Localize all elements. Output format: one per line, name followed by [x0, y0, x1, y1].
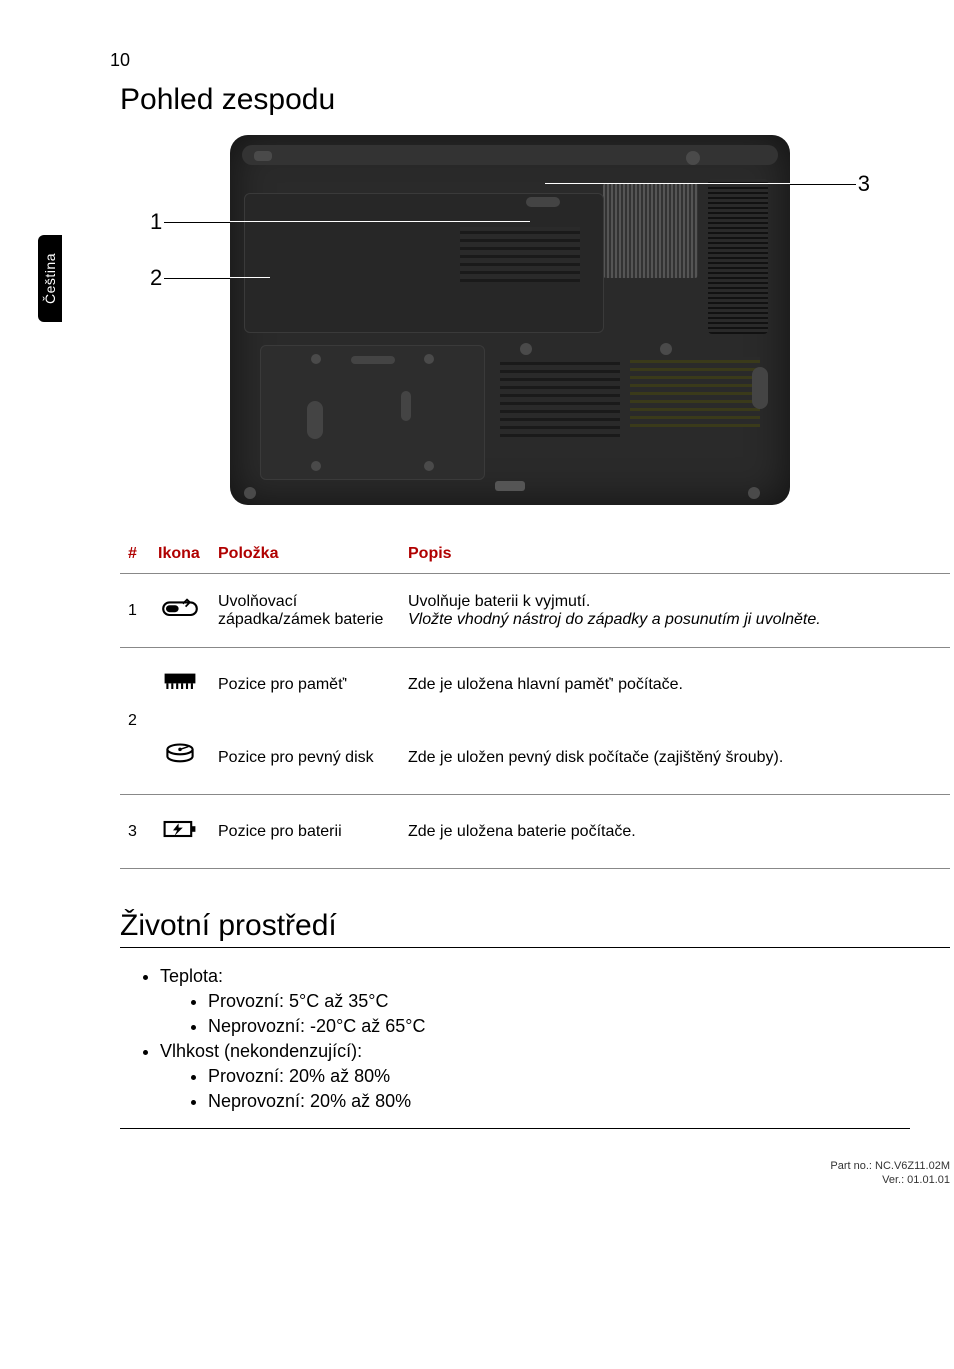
env-hum-nonop: Neprovozní: 20% až 80% — [208, 1091, 910, 1112]
heading-bottom-view: Pohled zespodu — [120, 83, 894, 117]
table-row: 1 Uvolňovací západka/zámek baterie Uvolň… — [120, 574, 950, 648]
th-item: Položka — [210, 535, 400, 574]
table-row: Pozice pro pevný disk Zde je uložen pevn… — [120, 721, 950, 795]
battery-icon — [150, 795, 210, 869]
row-desc: Zde je uložena hlavní paměť' počítače. — [400, 648, 950, 722]
heading-environment: Životní prostředí — [120, 909, 950, 948]
language-tab: Čeština — [38, 235, 62, 322]
th-num: # — [120, 535, 150, 574]
env-hum: Vlhkost (nekondenzující): Provozní: 20% … — [160, 1041, 910, 1112]
env-temp: Teplota: Provozní: 5°C až 35°C Neprovozn… — [160, 966, 910, 1037]
hdd-icon — [150, 721, 210, 795]
part-number: Part no.: NC.V6Z11.02M — [120, 1159, 950, 1173]
row-num: 2 — [120, 648, 150, 795]
callout-3: 3 — [858, 171, 870, 197]
version: Ver.: 01.01.01 — [120, 1173, 950, 1187]
table-row: 2 Pozice pro paměť' — [120, 648, 950, 722]
battery-latch-icon — [150, 574, 210, 648]
footer: Part no.: NC.V6Z11.02M Ver.: 01.01.01 — [120, 1159, 950, 1188]
memory-icon — [150, 648, 210, 722]
parts-table: # Ikona Položka Popis 1 Uvolňovací západ… — [120, 535, 950, 869]
row-item: Pozice pro baterii — [210, 795, 400, 869]
table-row: 3 Pozice pro baterii Zde je uložena bate… — [120, 795, 950, 869]
row-item: Pozice pro paměť' — [210, 648, 400, 722]
row-num: 3 — [120, 795, 150, 869]
env-temp-op: Provozní: 5°C až 35°C — [208, 991, 910, 1012]
row-item: Pozice pro pevný disk — [210, 721, 400, 795]
bottom-view-figure: 1 2 3 — [150, 135, 870, 505]
environment-list: Teplota: Provozní: 5°C až 35°C Neprovozn… — [120, 966, 910, 1129]
row-num: 1 — [120, 574, 150, 648]
laptop-bottom-illustration — [230, 135, 790, 505]
env-temp-nonop: Neprovozní: -20°C až 65°C — [208, 1016, 910, 1037]
row-desc: Zde je uložena baterie počítače. — [400, 795, 950, 869]
th-desc: Popis — [400, 535, 950, 574]
row-desc: Uvolňuje baterii k vyjmutí. Vložte vhodn… — [400, 574, 950, 648]
th-icon: Ikona — [150, 535, 210, 574]
env-hum-op: Provozní: 20% až 80% — [208, 1066, 910, 1087]
callout-2: 2 — [150, 265, 162, 291]
row-desc: Zde je uložen pevný disk počítače (zajiš… — [400, 721, 950, 795]
page-number: 10 — [110, 50, 894, 71]
callout-1: 1 — [150, 209, 162, 235]
row-item: Uvolňovací západka/zámek baterie — [210, 574, 400, 648]
